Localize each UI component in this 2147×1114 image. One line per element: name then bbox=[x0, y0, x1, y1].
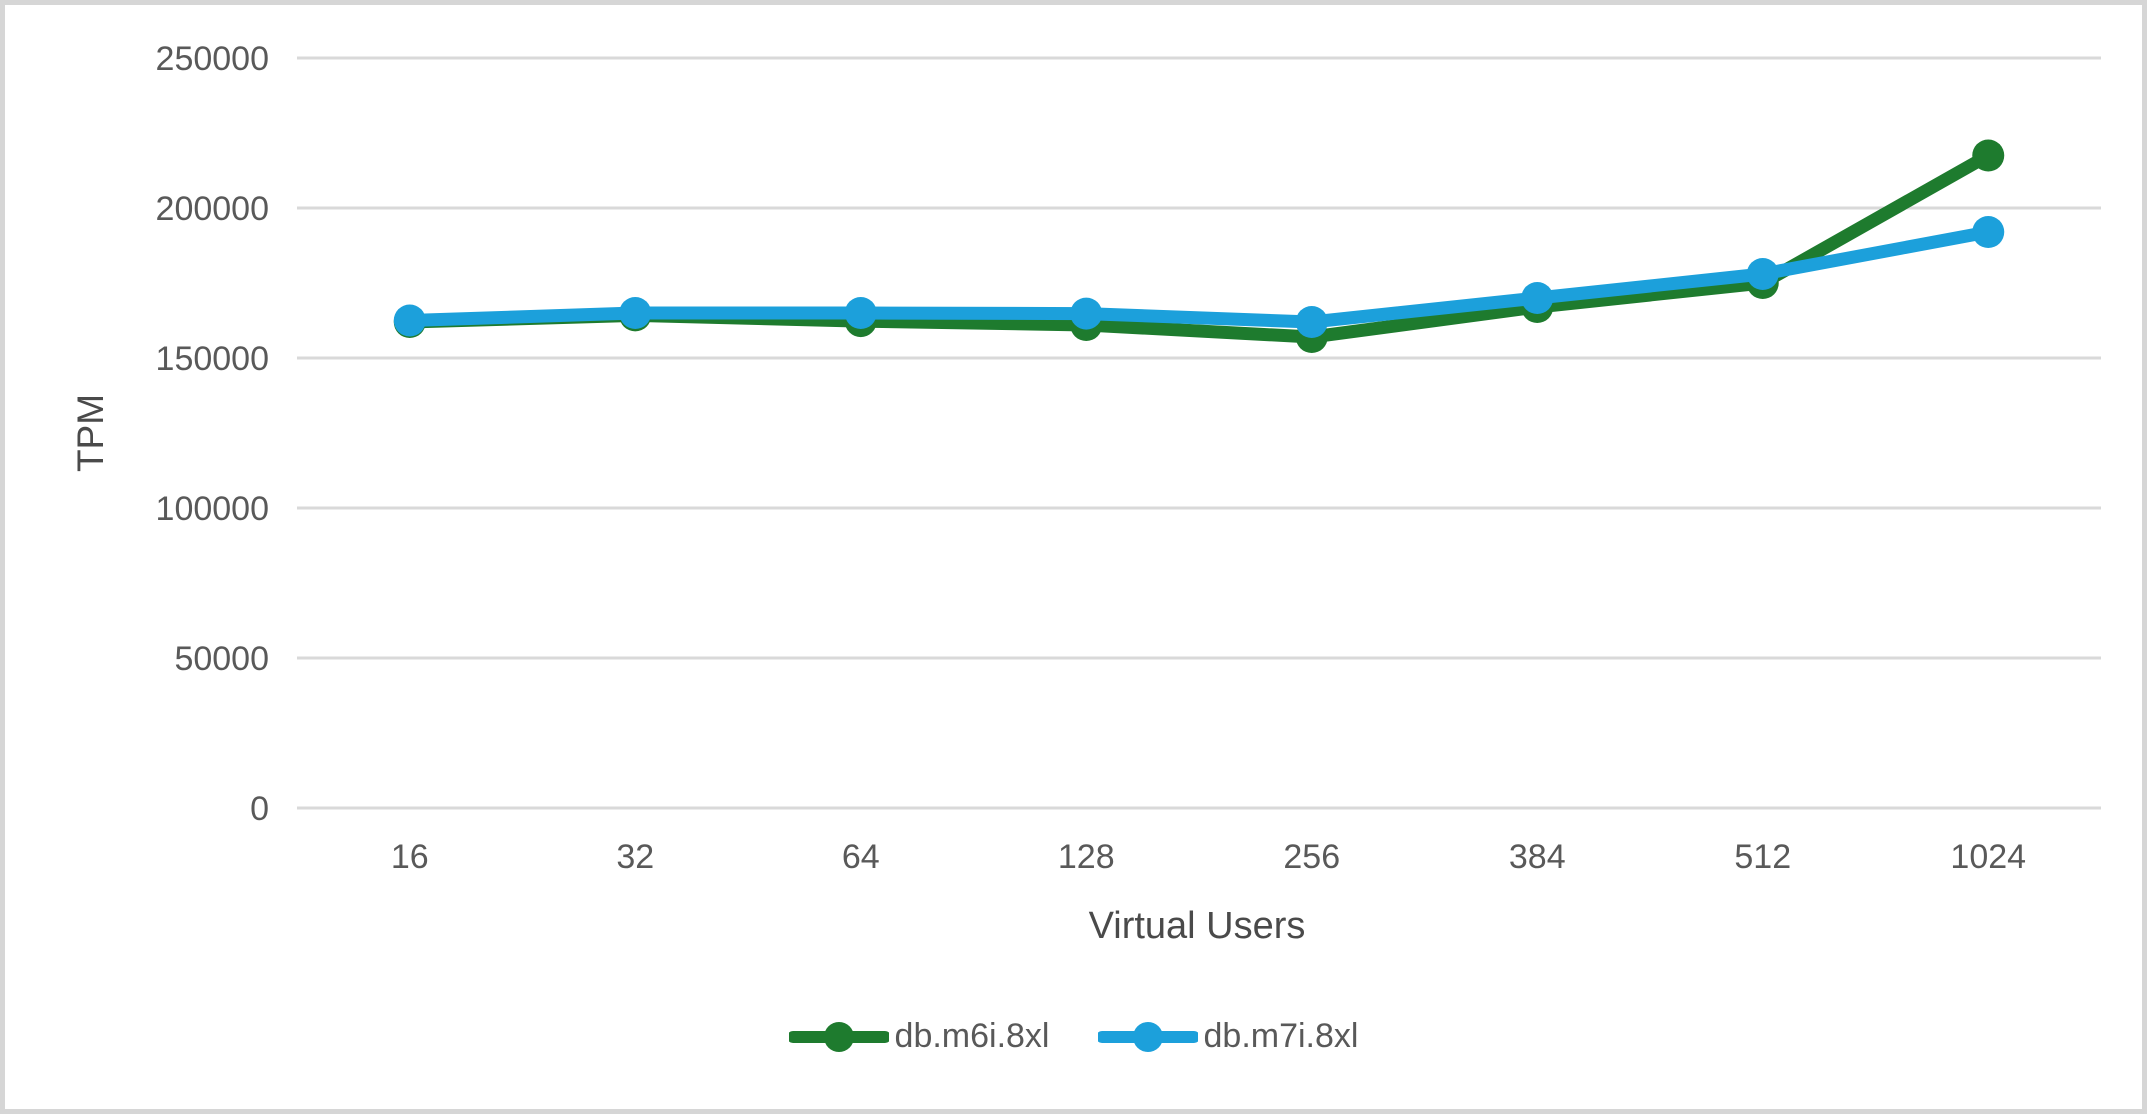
y-tick-label: 50000 bbox=[174, 640, 269, 678]
x-axis-title: Virtual Users bbox=[1088, 905, 1306, 947]
data-point-marker bbox=[1972, 139, 2005, 172]
x-tick-label: 1024 bbox=[1950, 838, 2026, 876]
line-marker-swatch-icon bbox=[788, 1021, 889, 1052]
data-point-marker bbox=[844, 297, 877, 329]
legend: db.m6i.8xl db.m7i.8xl bbox=[5, 1017, 2142, 1056]
legend-label: db.m6i.8xl bbox=[894, 1017, 1050, 1055]
y-tick-label: 150000 bbox=[156, 340, 269, 378]
data-point-marker bbox=[1070, 297, 1103, 330]
y-tick-label: 200000 bbox=[156, 190, 269, 228]
y-axis-title: TPM bbox=[70, 393, 111, 473]
series-line bbox=[403, 225, 1995, 329]
data-point-marker bbox=[1295, 306, 1328, 338]
legend-label: db.m7i.8xl bbox=[1203, 1017, 1359, 1055]
data-point-marker bbox=[1746, 258, 1779, 290]
y-tick-label: 0 bbox=[250, 790, 269, 828]
x-tick-label: 384 bbox=[1509, 838, 1566, 876]
data-point-marker bbox=[1972, 216, 2005, 248]
x-tick-label: 32 bbox=[616, 838, 654, 876]
y-tick-label: 100000 bbox=[156, 490, 269, 528]
x-tick-label: 128 bbox=[1058, 838, 1115, 876]
plot-area: 0 50000 100000 150000 200000 250000 16 32 64 128 2… bbox=[156, 40, 2101, 876]
x-tick-label: 512 bbox=[1734, 838, 1791, 876]
data-point-marker bbox=[1521, 282, 1554, 314]
x-tick-label: 64 bbox=[842, 838, 880, 876]
data-point-marker bbox=[393, 304, 426, 337]
legend-item-db-m6i-8xl: db.m6i.8xl bbox=[788, 1017, 1050, 1056]
x-tick-label: 16 bbox=[391, 838, 429, 876]
data-point-marker bbox=[619, 297, 652, 329]
x-tick-label: 256 bbox=[1283, 838, 1340, 876]
legend-item-db-m7i-8xl: db.m7i.8xl bbox=[1097, 1017, 1359, 1056]
line-marker-swatch-icon bbox=[1097, 1021, 1198, 1052]
y-tick-label: 250000 bbox=[156, 40, 269, 78]
